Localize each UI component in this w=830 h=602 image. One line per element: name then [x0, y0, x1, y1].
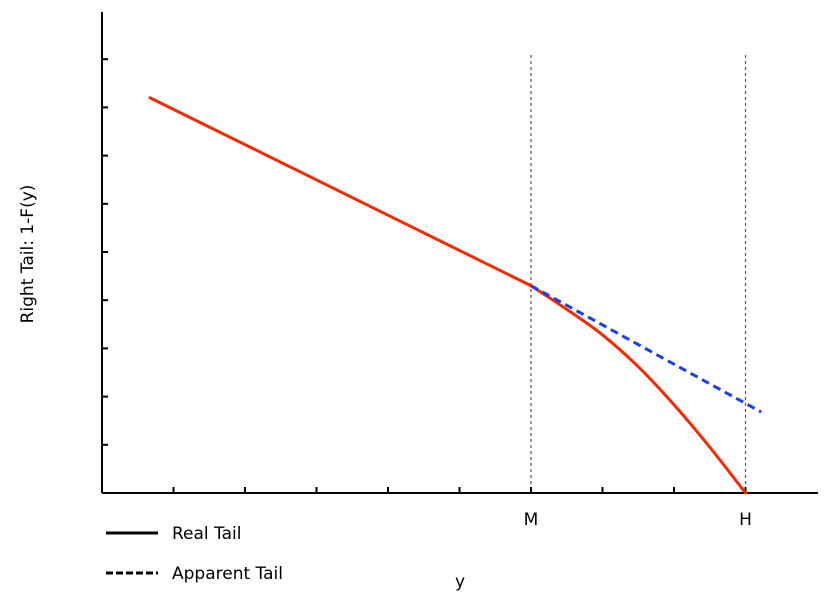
series-group — [148, 96, 762, 495]
series-apparent-tail-line — [530, 284, 762, 414]
reference-lines — [530, 55, 747, 493]
legend-label-1: Real Tail — [172, 524, 242, 544]
x-tick-label-m: M — [524, 510, 539, 530]
y-axis-label: Right Tail: 1-F(y) — [18, 185, 38, 324]
y-ticks — [102, 58, 108, 446]
legend: Real Tail Apparent Tail — [106, 524, 283, 584]
legend-label-2: Apparent Tail — [172, 564, 283, 584]
series-real-tail-line — [148, 96, 747, 495]
x-ticks — [172, 487, 747, 493]
x-axis-label: y — [455, 572, 465, 592]
x-tick-label-h: H — [739, 510, 752, 530]
